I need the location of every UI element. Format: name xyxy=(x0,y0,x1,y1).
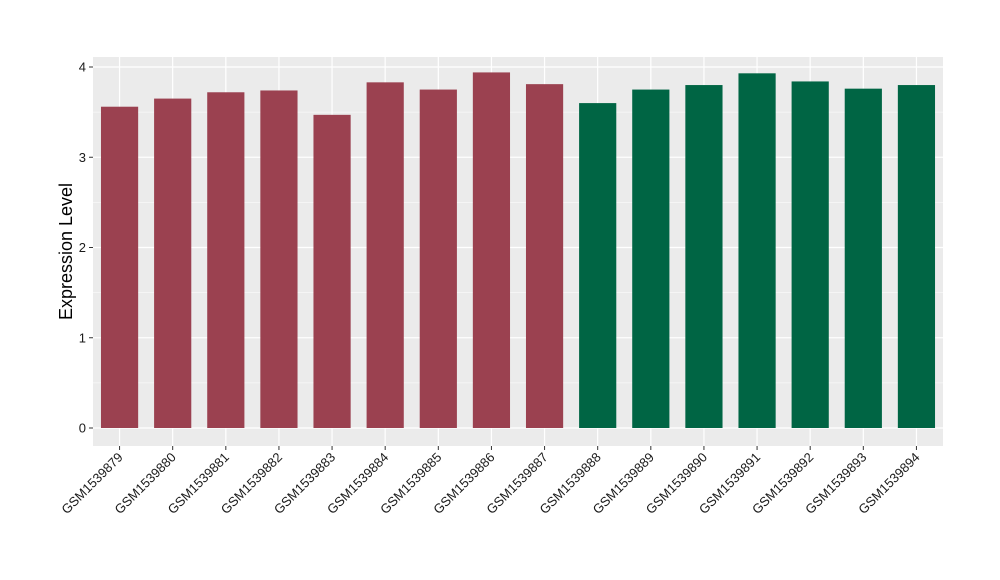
bar-GSM1539880 xyxy=(154,98,192,429)
y-axis: 0 1 2 3 4 xyxy=(79,60,93,436)
bar-GSM1539894 xyxy=(897,85,936,429)
bar-GSM1539882 xyxy=(260,90,298,428)
y-tick-label: 2 xyxy=(79,240,86,255)
bar-GSM1539891 xyxy=(738,73,776,428)
bar-GSM1539892 xyxy=(791,81,829,428)
bar-GSM1539888 xyxy=(579,103,617,428)
bars xyxy=(100,72,936,429)
y-axis-title: Expression Level xyxy=(56,183,76,320)
x-axis: GSM1539879GSM1539880GSM1539881GSM1539882… xyxy=(58,446,923,517)
y-tick-label: 3 xyxy=(79,150,86,165)
bar-GSM1539881 xyxy=(207,92,245,429)
bar-GSM1539887 xyxy=(525,84,564,429)
bar-GSM1539890 xyxy=(685,85,723,429)
bar-GSM1539885 xyxy=(419,89,457,428)
y-tick-label: 0 xyxy=(79,421,86,436)
bar-GSM1539893 xyxy=(844,88,882,428)
y-tick-label: 4 xyxy=(79,60,86,75)
y-tick-label: 1 xyxy=(79,330,86,345)
bar-GSM1539884 xyxy=(366,82,404,428)
bar-GSM1539883 xyxy=(313,114,351,429)
bar-GSM1539886 xyxy=(472,72,511,428)
bar-GSM1539879 xyxy=(100,106,139,429)
bar-GSM1539889 xyxy=(632,89,670,428)
